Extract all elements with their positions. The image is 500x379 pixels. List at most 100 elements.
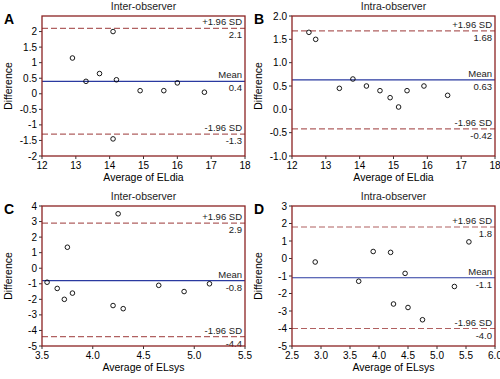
reference-line (292, 79, 495, 80)
x-tick-label: 3.5 (35, 350, 49, 361)
plot-area (42, 28, 245, 141)
y-tick-label: 1.0 (273, 57, 287, 68)
y-tick-label: 0.0 (273, 104, 287, 115)
panel: Intra-observerBDifferenceAverage of ELdi… (252, 0, 500, 183)
data-point (207, 281, 212, 286)
y-tick-label: 1.5 (23, 42, 37, 53)
data-point (391, 302, 396, 307)
x-tick-label: 18 (239, 160, 251, 171)
y-tick-label: 1.5 (273, 34, 287, 45)
x-tick-label: 18 (489, 160, 500, 171)
reference-line-value: 0.4 (229, 82, 242, 93)
reference-line (42, 280, 245, 281)
y-tick-label: 1 (31, 247, 37, 258)
reference-line-value: 2.9 (229, 224, 242, 235)
data-point (70, 56, 75, 61)
y-tick-label: -1.0 (270, 151, 288, 162)
panel: Inter-observerCDifferenceAverage of ELsy… (2, 190, 252, 373)
data-point (467, 240, 472, 245)
reference-line-value: -1.3 (226, 135, 242, 146)
y-axis-label: Difference (2, 62, 14, 110)
x-tick-label: 17 (456, 160, 468, 171)
reference-line-name: -1.96 SD (455, 117, 493, 128)
data-point (162, 88, 167, 93)
reference-line-name: -1.96 SD (205, 325, 243, 336)
x-tick-label: 5.5 (238, 350, 252, 361)
y-tick-label: -0.5 (20, 104, 38, 115)
reference-line (42, 28, 245, 29)
y-tick-label: -3 (278, 306, 287, 317)
reference-line (42, 81, 245, 82)
data-point (351, 77, 356, 82)
data-point (121, 306, 126, 311)
x-tick-label: 14 (104, 160, 116, 171)
reference-line (292, 128, 495, 129)
data-point (313, 260, 318, 265)
y-axis-label: Difference (252, 252, 264, 300)
reference-line (292, 328, 495, 329)
x-tick-label: 5.0 (187, 350, 201, 361)
reference-line-value: 1.68 (474, 32, 493, 43)
plot-frame (42, 206, 245, 346)
y-tick-label: -1 (28, 119, 37, 130)
data-point (175, 81, 180, 86)
y-axis-label: Difference (252, 62, 264, 110)
data-point (156, 283, 161, 288)
x-tick-label: 5.0 (430, 350, 444, 361)
data-point (403, 271, 408, 276)
y-tick-label: 0 (31, 88, 37, 99)
y-tick-label: 4 (31, 201, 37, 212)
reference-line-name: Mean (218, 69, 242, 80)
reference-line (42, 336, 245, 337)
panel-letter: B (254, 11, 264, 27)
reference-line-name: +1.96 SD (202, 211, 242, 222)
reference-line (42, 223, 245, 224)
y-tick-label: 3 (31, 216, 37, 227)
x-axis-label: Average of ELsys (102, 361, 184, 373)
data-point (111, 303, 116, 308)
reference-line-value: -4.0 (476, 330, 492, 341)
data-point (420, 317, 425, 322)
data-point (307, 30, 312, 35)
x-tick-label: 12 (36, 160, 48, 171)
data-point (111, 137, 116, 142)
x-tick-label: 3.0 (314, 350, 328, 361)
y-tick-label: -2 (28, 294, 37, 305)
data-point (388, 250, 393, 255)
x-tick-label: 2.5 (285, 350, 299, 361)
data-point (116, 211, 121, 216)
data-point (55, 286, 60, 291)
y-tick-label: 2 (31, 26, 37, 37)
panel-letter: A (4, 11, 14, 27)
y-tick-label: 0.5 (273, 81, 287, 92)
data-point (84, 79, 89, 84)
data-point (452, 284, 457, 289)
data-point (371, 249, 376, 254)
data-point (445, 93, 450, 98)
data-point (337, 86, 342, 91)
x-tick-label: 6.0 (488, 350, 500, 361)
panel-letter: C (4, 201, 14, 217)
reference-line-value: -0.42 (470, 130, 492, 141)
data-point (378, 88, 383, 93)
figure: Inter-observerADifferenceAverage of ELdi… (0, 0, 500, 379)
x-tick-label: 4.5 (401, 350, 415, 361)
x-tick-label: 17 (206, 160, 218, 171)
data-point (388, 95, 393, 100)
y-axis-label: Difference (2, 252, 14, 300)
y-tick-label: 0 (31, 263, 37, 274)
chart-title: Intra-observer (361, 0, 427, 12)
data-point (62, 297, 67, 302)
reference-line-name: Mean (468, 68, 492, 79)
y-tick-label: 1 (31, 57, 37, 68)
reference-line-name: +1.96 SD (202, 16, 242, 27)
x-tick-label: 3.5 (343, 350, 357, 361)
y-tick-label: 2 (31, 232, 37, 243)
panel: Inter-observerADifferenceAverage of ELdi… (2, 0, 251, 183)
y-tick-label: -5 (28, 341, 37, 352)
reference-line (42, 134, 245, 135)
y-tick-label: -5 (278, 341, 287, 352)
reference-line-value: -1.1 (476, 279, 492, 290)
y-tick-label: -3 (28, 309, 37, 320)
reference-line-value: 1.8 (479, 228, 492, 239)
